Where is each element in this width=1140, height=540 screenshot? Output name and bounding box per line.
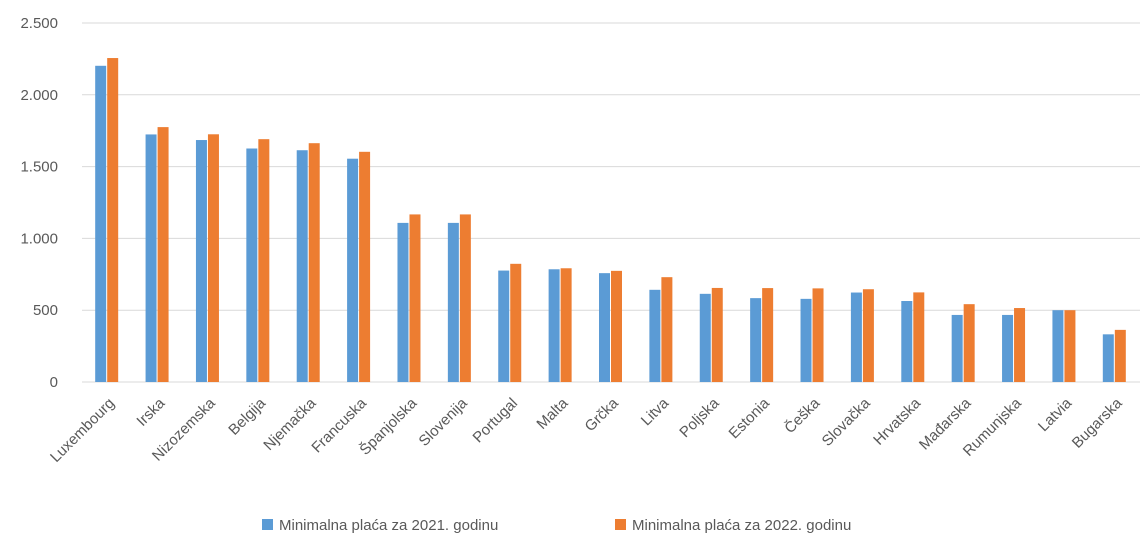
x-tick-label: Belgija [225,394,269,438]
bar [347,158,359,382]
bar [1114,329,1126,382]
x-tick-label: Portugal [470,395,522,447]
y-tick-label: 2.500 [20,15,58,32]
bar [560,268,572,382]
bar [157,127,169,382]
bar [699,293,711,382]
bar [1064,310,1076,382]
bar [359,151,371,382]
bar [1102,334,1114,382]
bar [1052,310,1064,382]
bar [107,58,119,383]
bar [711,287,723,382]
bar [800,298,812,382]
x-tick-label: Latvia [1035,394,1076,435]
bar [498,270,510,382]
bar [649,289,661,382]
x-tick-label: Irska [133,394,168,429]
x-tick-label: Grčka [582,394,623,435]
x-tick-label: Bugarska [1069,394,1126,451]
y-tick-label: 0 [50,374,58,391]
x-tick-label: Malta [533,394,571,432]
y-tick-label: 2.000 [20,87,58,104]
legend-label: Minimalna plaća za 2021. godinu [279,517,498,534]
bar [951,314,963,382]
bar [95,65,107,383]
bar [207,134,219,382]
legend-marker [615,519,626,530]
bar [963,304,975,382]
x-tick-label: Luxembourg [47,395,118,466]
bar [661,277,673,382]
bar [548,269,560,382]
bar [1014,308,1026,382]
bar [862,289,874,382]
bar [459,214,471,382]
bar [447,222,459,382]
bar [599,273,610,382]
bar [1002,314,1014,382]
bar [195,140,207,382]
x-tick-label: Češka [781,394,824,437]
x-tick-label: Slovenija [416,394,472,450]
bar [258,139,270,382]
bar [308,143,320,382]
y-tick-label: 1.000 [20,230,58,247]
x-tick-label: Poljska [676,394,723,441]
bar [246,148,258,382]
bar [750,298,762,382]
x-tick-label: Estonia [726,394,774,442]
bar [913,292,925,382]
legend-label: Minimalna plaća za 2022. godinu [632,517,851,534]
bar [812,288,824,382]
y-tick-label: 500 [33,302,58,319]
x-tick-label: Slovačka [819,394,875,450]
legend-marker [262,519,273,530]
y-tick-label: 1.500 [20,159,58,176]
bar [901,301,913,382]
x-tick-label: Litva [638,394,673,429]
bar [850,292,862,382]
bar [409,214,421,382]
bar [762,288,774,382]
bar [611,270,622,382]
bar [397,222,409,382]
bar [296,150,308,382]
bar [510,263,522,382]
bar [145,134,157,382]
